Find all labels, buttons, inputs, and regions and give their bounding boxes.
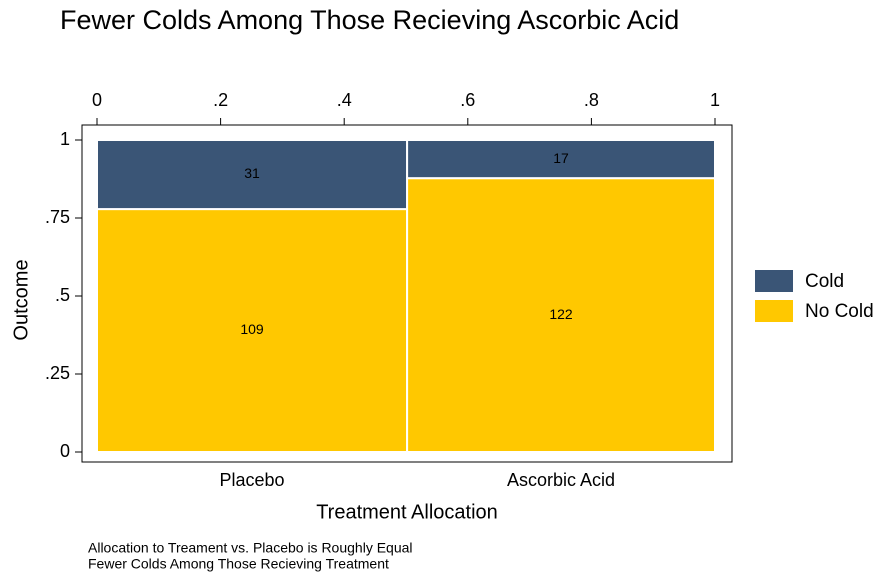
- legend-swatch: [755, 270, 793, 292]
- y-axis-title: Outcome: [10, 259, 32, 340]
- x-tick-label: 0: [92, 90, 102, 110]
- y-tick-label: .25: [45, 363, 70, 383]
- x-tick-label: Ascorbic Acid: [507, 470, 615, 490]
- y-tick-label: 0: [60, 441, 70, 461]
- data-label: 17: [553, 150, 569, 166]
- data-label: 31: [244, 165, 260, 181]
- plot-frame: [81, 124, 733, 463]
- x-tick-label: .8: [584, 90, 599, 110]
- legend-label: No Cold: [805, 301, 874, 322]
- mosaic-cell: [406, 139, 716, 180]
- x-tick-label: .6: [460, 90, 475, 110]
- y-tick-label: 1: [60, 129, 70, 149]
- x-axis-title: Treatment Allocation: [316, 501, 498, 523]
- note: Fewer Colds Among Those Recieving Treatm…: [88, 556, 389, 572]
- mosaic-cell: [406, 177, 716, 454]
- chart-title: Fewer Colds Among Those Recieving Ascorb…: [60, 5, 679, 35]
- x-tick-label: .2: [213, 90, 228, 110]
- note: Allocation to Treament vs. Placebo is Ro…: [88, 540, 413, 556]
- y-tick-label: .75: [45, 207, 70, 227]
- legend-swatch: [755, 300, 793, 322]
- x-tick-label: 1: [710, 90, 720, 110]
- data-label: 122: [549, 306, 573, 322]
- y-tick-label: .5: [55, 285, 70, 305]
- x-tick-label: .4: [337, 90, 352, 110]
- data-label: 109: [240, 321, 264, 337]
- legend-label: Cold: [805, 271, 844, 292]
- mosaic-cell: [96, 208, 409, 453]
- x-tick-label: Placebo: [220, 470, 285, 490]
